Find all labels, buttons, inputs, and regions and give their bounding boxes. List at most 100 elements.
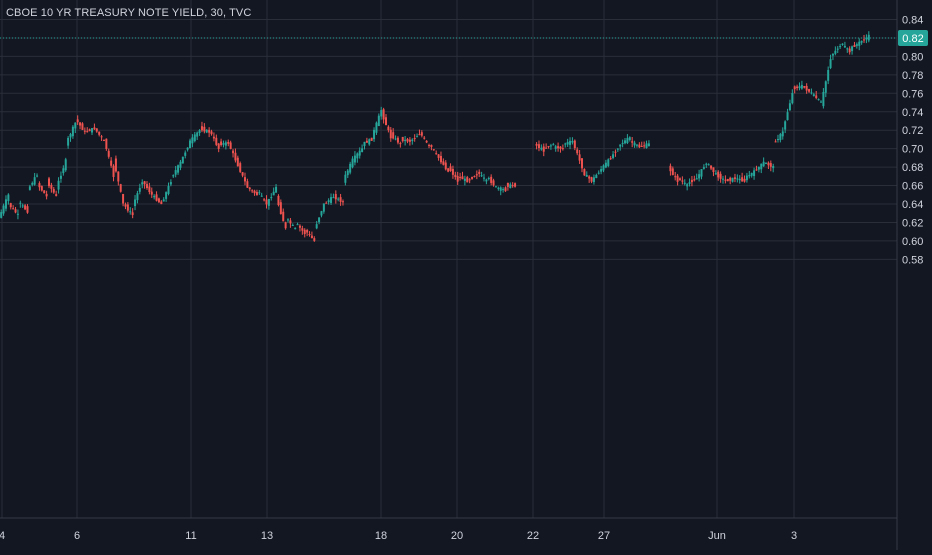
candle-body <box>765 163 768 165</box>
candle-body <box>208 129 211 133</box>
candle-body <box>215 137 218 145</box>
x-tick-label: 11 <box>185 530 196 542</box>
candle-body <box>463 178 466 181</box>
candle-body <box>38 183 41 188</box>
candle-body <box>50 184 53 189</box>
candle-body <box>413 138 416 140</box>
candle-up <box>485 178 488 185</box>
candle-down <box>803 85 806 89</box>
candle-down <box>83 127 86 135</box>
candle-down <box>545 143 548 149</box>
candle-down <box>793 85 796 94</box>
candle-down <box>303 228 306 238</box>
candle-body <box>482 177 485 179</box>
candle-down <box>210 129 213 136</box>
candle-down <box>690 175 693 187</box>
candle-up <box>781 127 784 140</box>
candle-body <box>196 132 199 137</box>
candle-body <box>638 144 641 148</box>
candle-up <box>270 193 273 201</box>
candle-body <box>841 43 844 45</box>
candle-body <box>772 166 775 169</box>
candle-down <box>561 144 564 151</box>
candle-down <box>9 202 12 210</box>
candle-body <box>334 194 337 200</box>
candle-up <box>375 121 378 135</box>
candle-down <box>26 204 29 214</box>
candle-body <box>712 167 715 173</box>
candle-body <box>284 222 287 229</box>
candle-body <box>298 225 301 228</box>
candle-down <box>248 186 251 192</box>
candle-up <box>337 197 340 202</box>
candle-body <box>858 41 861 46</box>
y-tick-label: 0.58 <box>902 254 923 266</box>
candle-down <box>102 139 105 142</box>
candle-body <box>184 152 187 156</box>
candle-body <box>313 238 316 241</box>
candle-down <box>234 148 237 163</box>
candle-down <box>425 140 428 144</box>
candle-down <box>614 149 617 157</box>
candle-body <box>102 140 105 142</box>
candle-up <box>860 40 863 45</box>
candle-up <box>702 164 705 170</box>
candle-up <box>595 173 598 179</box>
candle-body <box>693 179 696 181</box>
candle-up <box>394 135 397 141</box>
candle-body <box>671 168 674 176</box>
candle-body <box>645 143 648 149</box>
candle-body <box>47 178 50 187</box>
candle-up <box>765 162 768 165</box>
candle-down <box>255 189 258 196</box>
candle-up <box>822 88 825 109</box>
candle-down <box>126 202 129 213</box>
candle-down <box>334 190 337 204</box>
candle-body <box>287 219 290 221</box>
candle-down <box>387 125 390 133</box>
y-tick-label: 0.64 <box>902 199 923 211</box>
candle-down <box>93 123 96 130</box>
candle-body <box>514 183 517 187</box>
x-tick-label: Jun <box>708 530 726 542</box>
candle-body <box>779 134 782 141</box>
price-axis[interactable]: 0.58 0.60 0.62 0.64 0.66 0.68 0.70 0.72 0.74 0.76… <box>902 15 923 267</box>
candle-body <box>435 153 438 155</box>
candle-body <box>358 150 361 156</box>
candle-down <box>289 217 292 228</box>
candle-body <box>552 144 555 146</box>
y-tick-label: 0.84 <box>902 15 923 27</box>
candle-body <box>169 182 172 185</box>
candle-down <box>341 199 344 206</box>
candle-body <box>497 187 500 189</box>
candle-down <box>401 136 404 143</box>
candle-up <box>855 42 858 49</box>
candle-body <box>461 176 464 180</box>
candle-body <box>812 94 815 96</box>
candle-up <box>189 138 192 149</box>
candle-body <box>12 208 15 210</box>
candle-up <box>318 217 321 225</box>
candle-down <box>251 189 254 193</box>
candle-body <box>346 170 349 176</box>
time-axis[interactable]: 4 6 11 13 18 20 22 27 Jun 3 <box>0 530 797 542</box>
candle-body <box>444 162 447 170</box>
candle-down <box>95 128 98 133</box>
candle-down <box>110 157 113 168</box>
candle-body <box>95 128 98 132</box>
candle-down <box>12 205 15 210</box>
candle-down <box>578 150 581 164</box>
candle-up <box>817 98 820 101</box>
candle-up <box>707 163 710 166</box>
candle-body <box>714 173 717 175</box>
candle-body <box>236 157 239 167</box>
candle-down <box>370 137 373 141</box>
candle-body <box>791 92 794 104</box>
candle-body <box>291 225 294 227</box>
candle-body <box>138 187 141 192</box>
candle-body <box>843 45 846 48</box>
candle-body <box>451 168 454 175</box>
candle-up <box>865 34 868 44</box>
